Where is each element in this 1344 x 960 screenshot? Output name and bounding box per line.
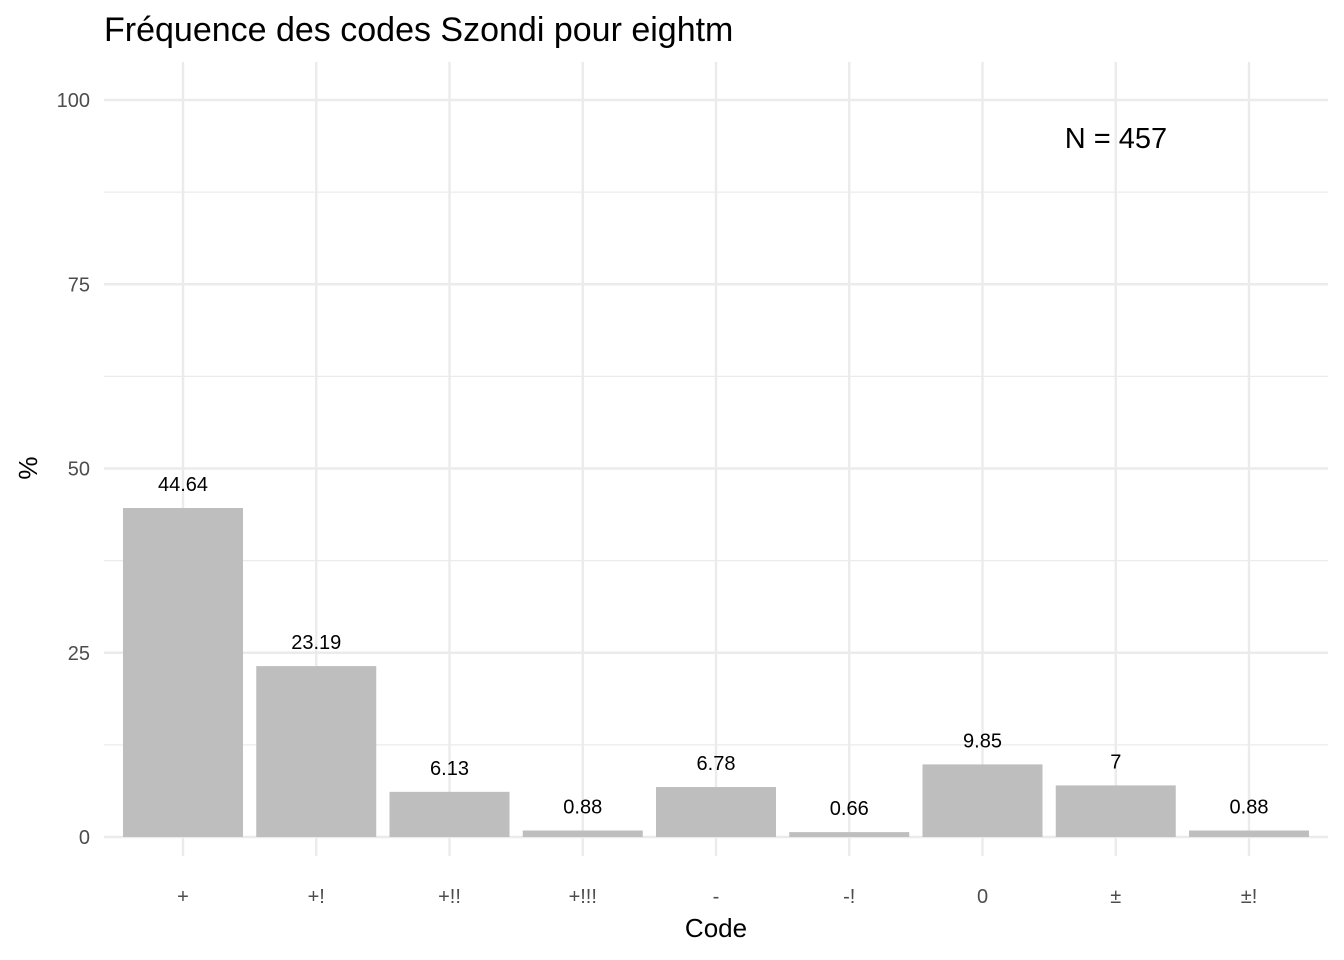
y-tick-label: 25 xyxy=(68,643,90,665)
bar-value-label: 6.13 xyxy=(430,758,469,780)
bars xyxy=(123,508,1309,837)
bar-labels: 44.64 23.19 6.13 0.88 6.78 0.66 9.85 7 0.88 xyxy=(158,474,1269,820)
bar-value-label: 0.88 xyxy=(1230,797,1269,819)
x-tick-label: + xyxy=(177,886,189,908)
bar-value-label: 44.64 xyxy=(158,474,208,496)
x-tick-label: ± xyxy=(1110,886,1121,908)
bar-value-label: 7 xyxy=(1110,751,1121,773)
x-tick-label: - xyxy=(713,886,720,908)
bar-3 xyxy=(522,830,643,837)
bar-8 xyxy=(1189,830,1309,837)
x-axis-ticks: + +! +!! +!!! - -! 0 ± ±! xyxy=(177,886,1257,908)
y-axis-title: % xyxy=(13,456,43,479)
bar-5 xyxy=(789,832,910,837)
y-axis-ticks: 0 25 50 75 100 xyxy=(57,90,90,849)
x-tick-label: +! xyxy=(308,886,325,908)
y-tick-label: 50 xyxy=(68,459,90,481)
bar-1 xyxy=(256,666,377,837)
bar-value-label: 0.88 xyxy=(563,797,602,819)
x-axis-title: Code xyxy=(685,913,747,943)
bar-4 xyxy=(656,787,776,837)
bar-value-label: 9.85 xyxy=(963,730,1002,752)
y-tick-label: 100 xyxy=(57,90,90,112)
x-tick-label: 0 xyxy=(977,886,988,908)
bar-0 xyxy=(123,508,243,837)
y-tick-label: 75 xyxy=(68,274,90,296)
x-tick-label: +!!! xyxy=(569,886,597,908)
bar-6 xyxy=(922,764,1043,837)
bar-2 xyxy=(389,791,510,837)
chart-title: Fréquence des codes Szondi pour eightm xyxy=(104,11,733,49)
bar-value-label: 0.66 xyxy=(830,798,869,820)
y-tick-label: 0 xyxy=(79,827,90,849)
x-tick-label: -! xyxy=(843,886,855,908)
sample-size-annotation: N = 457 xyxy=(1065,123,1167,155)
bar-value-label: 23.19 xyxy=(291,632,341,654)
x-tick-label: ±! xyxy=(1241,886,1258,908)
bar-value-label: 6.78 xyxy=(697,753,736,775)
bar-7 xyxy=(1055,785,1176,837)
x-tick-label: +!! xyxy=(438,886,461,908)
